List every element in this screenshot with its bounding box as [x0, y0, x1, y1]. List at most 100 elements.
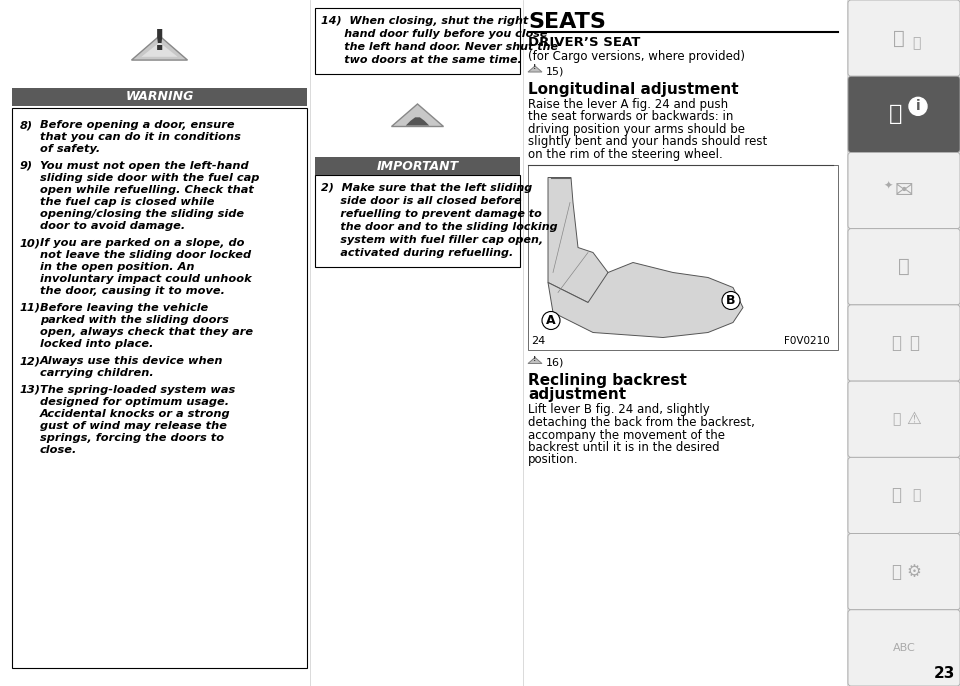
Text: refuelling to prevent damage to: refuelling to prevent damage to [321, 209, 541, 219]
Text: !: ! [153, 28, 166, 56]
Text: that you can do it in conditions: that you can do it in conditions [40, 132, 241, 142]
Text: Lift lever B fig. 24 and, slightly: Lift lever B fig. 24 and, slightly [528, 403, 709, 416]
Text: ✉: ✉ [895, 180, 913, 200]
FancyBboxPatch shape [315, 175, 520, 267]
Text: Reclining backrest: Reclining backrest [528, 373, 686, 388]
Text: accompany the movement of the: accompany the movement of the [528, 429, 725, 442]
FancyBboxPatch shape [848, 76, 960, 152]
Text: backrest until it is in the desired: backrest until it is in the desired [528, 441, 720, 454]
Text: on the rim of the steering wheel.: on the rim of the steering wheel. [528, 148, 723, 161]
Text: gust of wind may release the: gust of wind may release the [40, 421, 227, 431]
FancyBboxPatch shape [848, 610, 960, 686]
Text: The spring-loaded system was: The spring-loaded system was [40, 385, 235, 395]
Text: 🔄: 🔄 [909, 334, 919, 352]
Text: SEATS: SEATS [528, 12, 606, 32]
FancyBboxPatch shape [848, 228, 960, 305]
Text: F0V0210: F0V0210 [784, 335, 830, 346]
Text: the door and to the sliding locking: the door and to the sliding locking [321, 222, 558, 232]
Text: ABC: ABC [893, 643, 916, 653]
Text: driving position your arms should be: driving position your arms should be [528, 123, 745, 136]
Text: opening/closing the sliding side: opening/closing the sliding side [40, 209, 244, 219]
Text: 🔧: 🔧 [891, 334, 901, 352]
Text: 14)  When closing, shut the right: 14) When closing, shut the right [321, 16, 528, 26]
Text: open, always check that they are: open, always check that they are [40, 327, 253, 337]
FancyBboxPatch shape [848, 381, 960, 458]
FancyBboxPatch shape [12, 108, 307, 668]
Text: position.: position. [528, 453, 579, 466]
Text: Accidental knocks or a strong: Accidental knocks or a strong [40, 409, 230, 419]
Text: 8): 8) [20, 120, 34, 130]
Text: 23: 23 [934, 666, 955, 681]
Text: in the open position. An: in the open position. An [40, 262, 195, 272]
Polygon shape [528, 66, 542, 72]
Text: 15): 15) [546, 66, 564, 76]
Text: close.: close. [40, 445, 78, 455]
Text: door to avoid damage.: door to avoid damage. [40, 221, 185, 231]
FancyBboxPatch shape [848, 0, 960, 686]
Polygon shape [548, 178, 608, 303]
Text: !: ! [534, 64, 537, 70]
Text: 10): 10) [20, 238, 41, 248]
Text: parked with the sliding doors: parked with the sliding doors [40, 315, 228, 325]
Text: detaching the back from the backrest,: detaching the back from the backrest, [528, 416, 755, 429]
Text: Always use this device when: Always use this device when [40, 356, 224, 366]
Text: 13): 13) [20, 385, 41, 395]
Text: the left hand door. Never shut the: the left hand door. Never shut the [321, 42, 558, 52]
Text: 🔍: 🔍 [912, 36, 921, 50]
Text: sliding side door with the fuel cap: sliding side door with the fuel cap [40, 173, 259, 183]
Text: hand door fully before you close: hand door fully before you close [321, 29, 547, 39]
Text: A: A [546, 314, 556, 327]
Text: ⚙: ⚙ [906, 563, 922, 580]
Polygon shape [406, 117, 429, 126]
Text: system with fuel filler cap open,: system with fuel filler cap open, [321, 235, 543, 245]
Text: 🚗: 🚗 [893, 29, 905, 47]
Text: Raise the lever A fig. 24 and push: Raise the lever A fig. 24 and push [528, 98, 728, 111]
FancyBboxPatch shape [848, 458, 960, 534]
Polygon shape [141, 43, 178, 57]
Text: two doors at the same time.: two doors at the same time. [321, 55, 521, 65]
Text: activated during refuelling.: activated during refuelling. [321, 248, 514, 258]
Text: Longitudinal adjustment: Longitudinal adjustment [528, 82, 738, 97]
FancyBboxPatch shape [848, 0, 960, 76]
Text: Before leaving the vehicle: Before leaving the vehicle [40, 303, 208, 313]
Text: carrying children.: carrying children. [40, 368, 154, 378]
Text: locked into place.: locked into place. [40, 339, 154, 349]
Text: the seat forwards or backwards: in: the seat forwards or backwards: in [528, 110, 733, 123]
Text: IMPORTANT: IMPORTANT [376, 160, 459, 172]
Text: You must not open the left-hand: You must not open the left-hand [40, 161, 249, 171]
Text: springs, forcing the doors to: springs, forcing the doors to [40, 433, 224, 443]
Text: 🚗: 🚗 [891, 486, 901, 504]
Text: WARNING: WARNING [126, 91, 194, 104]
Polygon shape [132, 36, 187, 60]
FancyBboxPatch shape [315, 8, 520, 74]
Text: 12): 12) [20, 356, 41, 366]
Text: Before opening a door, ensure: Before opening a door, ensure [40, 120, 234, 130]
Polygon shape [528, 357, 542, 364]
Text: designed for optimum usage.: designed for optimum usage. [40, 397, 229, 407]
Text: the door, causing it to move.: the door, causing it to move. [40, 286, 225, 296]
FancyBboxPatch shape [315, 157, 520, 175]
Polygon shape [548, 263, 743, 338]
Text: 11): 11) [20, 303, 41, 313]
Text: ✦: ✦ [883, 180, 893, 191]
FancyBboxPatch shape [528, 165, 838, 349]
Text: 🚗: 🚗 [892, 412, 900, 426]
Text: ⚠: ⚠ [906, 410, 922, 428]
Text: 9): 9) [20, 161, 34, 171]
Text: B: B [727, 294, 735, 307]
Text: side door is all closed before: side door is all closed before [321, 196, 521, 206]
Text: 🔧: 🔧 [912, 488, 921, 502]
Text: involuntary impact could unhook: involuntary impact could unhook [40, 274, 252, 284]
Text: adjustment: adjustment [528, 388, 626, 403]
Text: i: i [916, 99, 921, 113]
Circle shape [909, 97, 927, 115]
FancyBboxPatch shape [12, 88, 307, 106]
FancyBboxPatch shape [848, 534, 960, 610]
Text: slightly bent and your hands should rest: slightly bent and your hands should rest [528, 136, 767, 148]
Text: If you are parked on a slope, do: If you are parked on a slope, do [40, 238, 245, 248]
Text: 🧑: 🧑 [899, 257, 910, 276]
FancyBboxPatch shape [848, 152, 960, 228]
Polygon shape [392, 104, 444, 126]
Text: 2)  Make sure that the left sliding: 2) Make sure that the left sliding [321, 183, 532, 193]
Text: (for Cargo versions, where provided): (for Cargo versions, where provided) [528, 50, 745, 63]
